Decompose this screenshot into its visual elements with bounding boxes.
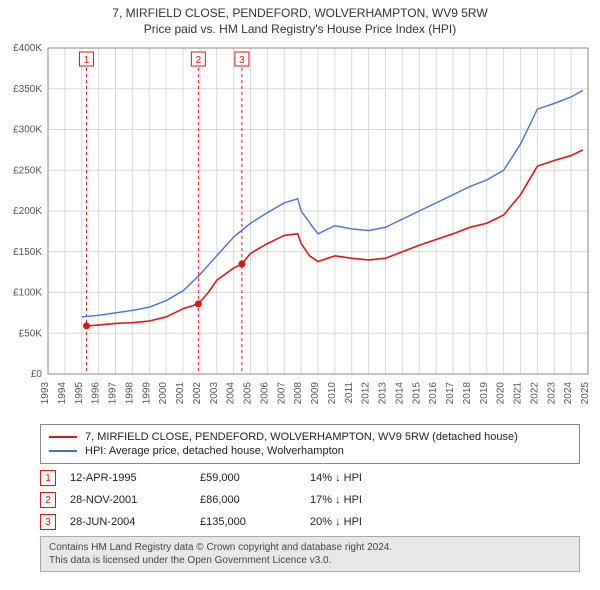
event-date: 28-NOV-2001 (70, 494, 200, 506)
svg-text:2011: 2011 (344, 382, 355, 404)
footer-line2: This data is licensed under the Open Gov… (49, 554, 571, 567)
svg-text:2023: 2023 (546, 382, 557, 405)
event-price: £86,000 (200, 494, 310, 506)
svg-text:2000: 2000 (158, 382, 169, 405)
event-delta: 17% ↓ HPI (310, 494, 362, 506)
chart-area: £0 £50K £100K £150K £200K £250K £300K £350K £400… (0, 38, 600, 418)
title-block: 7, MIRFIELD CLOSE, PENDEFORD, WOLVERHAMP… (0, 0, 600, 38)
svg-text:2010: 2010 (327, 382, 338, 405)
legend-label: HPI: Average price, detached house, Wolv… (85, 445, 344, 457)
legend-row: HPI: Average price, detached house, Wolv… (49, 445, 571, 457)
event-marker: 2 (40, 492, 56, 508)
event-delta: 14% ↓ HPI (310, 472, 362, 484)
event-date: 28-JUN-2004 (70, 516, 200, 528)
svg-text:1994: 1994 (57, 382, 68, 405)
svg-text:2003: 2003 (209, 382, 220, 405)
svg-text:2018: 2018 (462, 382, 473, 405)
svg-text:2017: 2017 (445, 382, 456, 405)
svg-text:2016: 2016 (428, 382, 439, 405)
svg-text:£150K: £150K (13, 247, 42, 258)
legend: 7, MIRFIELD CLOSE, PENDEFORD, WOLVERHAMP… (40, 424, 580, 464)
event-row: 3 28-JUN-2004 £135,000 20% ↓ HPI (40, 514, 580, 530)
svg-text:£300K: £300K (13, 125, 42, 136)
svg-text:£100K: £100K (13, 288, 42, 299)
events-table: 1 12-APR-1995 £59,000 14% ↓ HPI 2 28-NOV… (40, 470, 580, 530)
svg-text:2022: 2022 (529, 382, 540, 405)
svg-text:1995: 1995 (74, 382, 85, 405)
svg-text:2001: 2001 (175, 382, 186, 405)
title-line1: 7, MIRFIELD CLOSE, PENDEFORD, WOLVERHAMP… (4, 6, 596, 20)
legend-swatch (49, 436, 77, 438)
legend-label: 7, MIRFIELD CLOSE, PENDEFORD, WOLVERHAMP… (85, 431, 518, 443)
svg-text:3: 3 (239, 55, 245, 66)
legend-row: 7, MIRFIELD CLOSE, PENDEFORD, WOLVERHAMP… (49, 431, 571, 443)
svg-text:£200K: £200K (13, 206, 42, 217)
svg-text:1996: 1996 (91, 382, 102, 405)
svg-text:2004: 2004 (226, 382, 237, 405)
svg-text:2009: 2009 (310, 382, 321, 405)
svg-text:2013: 2013 (378, 382, 389, 405)
svg-text:1998: 1998 (124, 382, 135, 405)
svg-text:1: 1 (84, 55, 90, 66)
title-line2: Price paid vs. HM Land Registry's House … (4, 22, 596, 36)
svg-text:£0: £0 (31, 369, 43, 380)
svg-text:2007: 2007 (276, 382, 287, 405)
svg-text:2019: 2019 (479, 382, 490, 405)
event-marker: 1 (40, 470, 56, 486)
event-marker: 3 (40, 514, 56, 530)
svg-text:1997: 1997 (108, 382, 119, 405)
event-row: 2 28-NOV-2001 £86,000 17% ↓ HPI (40, 492, 580, 508)
event-row: 1 12-APR-1995 £59,000 14% ↓ HPI (40, 470, 580, 486)
svg-text:£400K: £400K (13, 43, 42, 54)
event-delta: 20% ↓ HPI (310, 516, 362, 528)
svg-text:£250K: £250K (13, 165, 42, 176)
footer-line1: Contains HM Land Registry data © Crown c… (49, 541, 571, 554)
event-price: £135,000 (200, 516, 310, 528)
svg-text:2024: 2024 (563, 382, 574, 405)
event-price: £59,000 (200, 472, 310, 484)
svg-text:£50K: £50K (19, 328, 43, 339)
svg-text:£350K: £350K (13, 84, 42, 95)
svg-text:2012: 2012 (361, 382, 372, 405)
chart-svg: £0 £50K £100K £150K £200K £250K £300K £350K £400… (0, 38, 600, 418)
svg-text:2015: 2015 (411, 382, 422, 405)
svg-text:2: 2 (196, 55, 202, 66)
svg-text:2006: 2006 (259, 382, 270, 405)
attribution-footer: Contains HM Land Registry data © Crown c… (40, 536, 580, 572)
svg-text:1993: 1993 (40, 382, 51, 405)
svg-text:2020: 2020 (496, 382, 507, 405)
figure: 7, MIRFIELD CLOSE, PENDEFORD, WOLVERHAMP… (0, 0, 600, 572)
svg-text:2025: 2025 (580, 382, 591, 405)
svg-text:2008: 2008 (293, 382, 304, 405)
svg-text:2002: 2002 (192, 382, 203, 405)
legend-swatch (49, 450, 77, 452)
svg-text:2021: 2021 (513, 382, 524, 405)
svg-text:2014: 2014 (394, 382, 405, 405)
event-date: 12-APR-1995 (70, 472, 200, 484)
svg-text:2005: 2005 (243, 382, 254, 405)
svg-text:1999: 1999 (141, 382, 152, 405)
